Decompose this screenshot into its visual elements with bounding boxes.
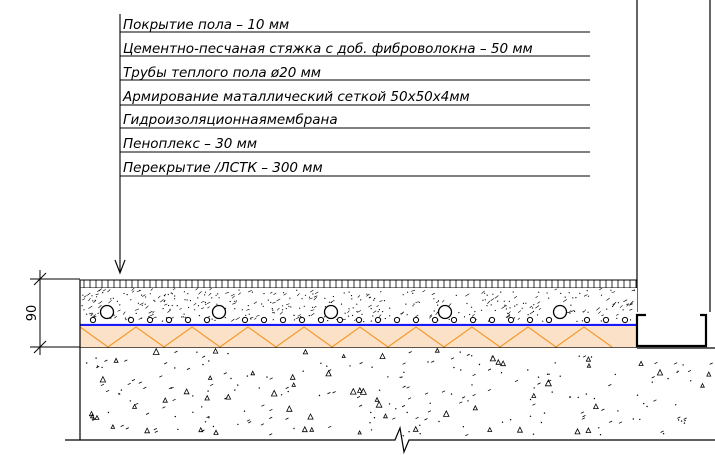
layer-label-heating-pipes: Трубы теплого пола ø20 мм xyxy=(123,65,321,81)
break-line xyxy=(65,425,715,455)
wall-steel-profile xyxy=(635,313,708,348)
dimension-value: 90 xyxy=(25,305,40,322)
insulation-layer xyxy=(79,326,637,349)
layer-label-slab: Перекрытие /ЛСТК – 300 мм xyxy=(123,160,323,176)
floor-covering-layer xyxy=(79,279,638,289)
wall xyxy=(636,0,711,312)
section-outline xyxy=(79,280,715,440)
layer-leader-line xyxy=(114,14,126,275)
layer-label-insulation: Пеноплекс – 30 мм xyxy=(123,136,257,152)
layer-label-waterproofing: Гидроизоляционнаямембрана xyxy=(123,112,338,128)
slab-layer xyxy=(80,347,715,440)
layer-label-reinforcement: Армирование маталлический сеткой 50х50х4… xyxy=(122,89,470,105)
layer-label-screed: Цементно-песчаная стяжка с доб. фибровол… xyxy=(123,41,533,57)
layer-label-floor-covering: Покрытие пола – 10 мм xyxy=(123,17,289,33)
dimension-90 xyxy=(30,270,80,355)
heating-pipes xyxy=(89,304,629,324)
layer-labels: Покрытие пола – 10 мм Цементно-песчаная … xyxy=(122,17,533,176)
label-underlines xyxy=(120,31,590,177)
